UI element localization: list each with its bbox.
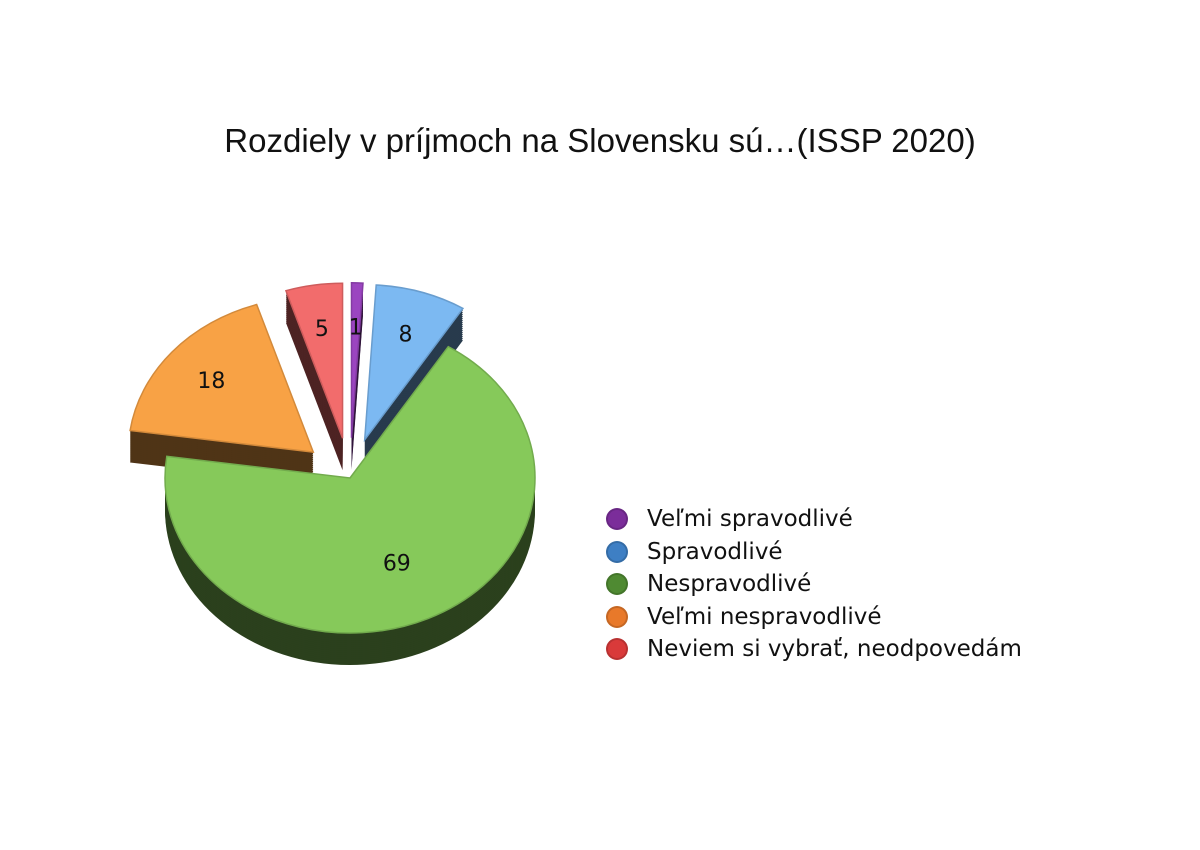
data-label: 8	[398, 322, 412, 347]
legend-swatch	[606, 540, 628, 563]
legend-item: Veľmi spravodlivé	[606, 503, 1022, 536]
pie-slice: 18	[129, 303, 315, 485]
slice-top	[129, 303, 315, 453]
legend-swatch	[606, 508, 628, 531]
chart-title: Rozdiely v príjmoch na Slovensku sú…(ISS…	[224, 122, 976, 159]
data-label: 69	[383, 551, 411, 576]
legend-swatch	[606, 573, 628, 596]
legend: Veľmi spravodlivé Spravodlivé Nespravodl…	[606, 503, 1022, 666]
legend-item: Spravodlivé	[606, 536, 1022, 569]
pie-slice: 69	[164, 345, 536, 665]
legend-label: Nespravodlivé	[647, 571, 812, 598]
legend-swatch	[606, 638, 628, 661]
legend-swatch	[606, 605, 628, 628]
legend-label: Neviem si vybrať, neodpovedám	[647, 636, 1022, 663]
pie-slice: 5	[284, 282, 344, 471]
slice-top	[164, 345, 536, 634]
data-label: 18	[197, 369, 225, 394]
data-label: 1	[349, 315, 363, 340]
pie-slice: 1	[349, 282, 364, 470]
legend-label: Spravodlivé	[647, 538, 783, 565]
data-label: 5	[315, 317, 329, 342]
slice-top	[350, 282, 364, 438]
legend-item: Neviem si vybrať, neodpovedám	[606, 633, 1022, 666]
legend-item: Veľmi nespravodlivé	[606, 601, 1022, 634]
legend-label: Veľmi spravodlivé	[647, 506, 853, 533]
slice-top	[284, 282, 344, 439]
legend-item: Nespravodlivé	[606, 568, 1022, 601]
slice-top	[363, 284, 465, 443]
legend-label: Veľmi nespravodlivé	[647, 603, 882, 630]
